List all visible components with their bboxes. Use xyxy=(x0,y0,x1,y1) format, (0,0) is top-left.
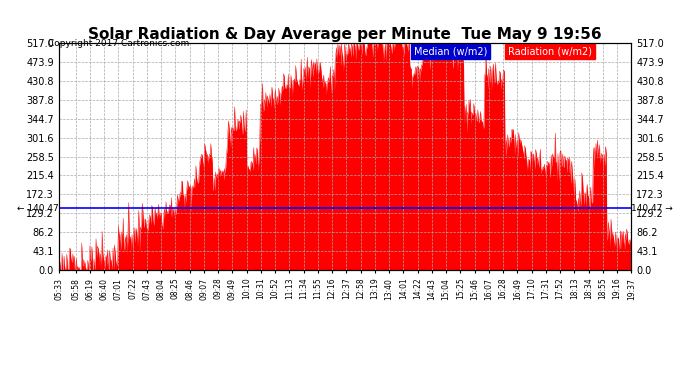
Text: 140.47 →: 140.47 → xyxy=(631,204,673,213)
Title: Solar Radiation & Day Average per Minute  Tue May 9 19:56: Solar Radiation & Day Average per Minute… xyxy=(88,27,602,42)
Text: Radiation (w/m2): Radiation (w/m2) xyxy=(509,46,592,57)
Text: ← 140.47: ← 140.47 xyxy=(17,204,59,213)
Text: Median (w/m2): Median (w/m2) xyxy=(414,46,487,57)
Text: Copyright 2017 Cartronics.com: Copyright 2017 Cartronics.com xyxy=(48,39,190,48)
